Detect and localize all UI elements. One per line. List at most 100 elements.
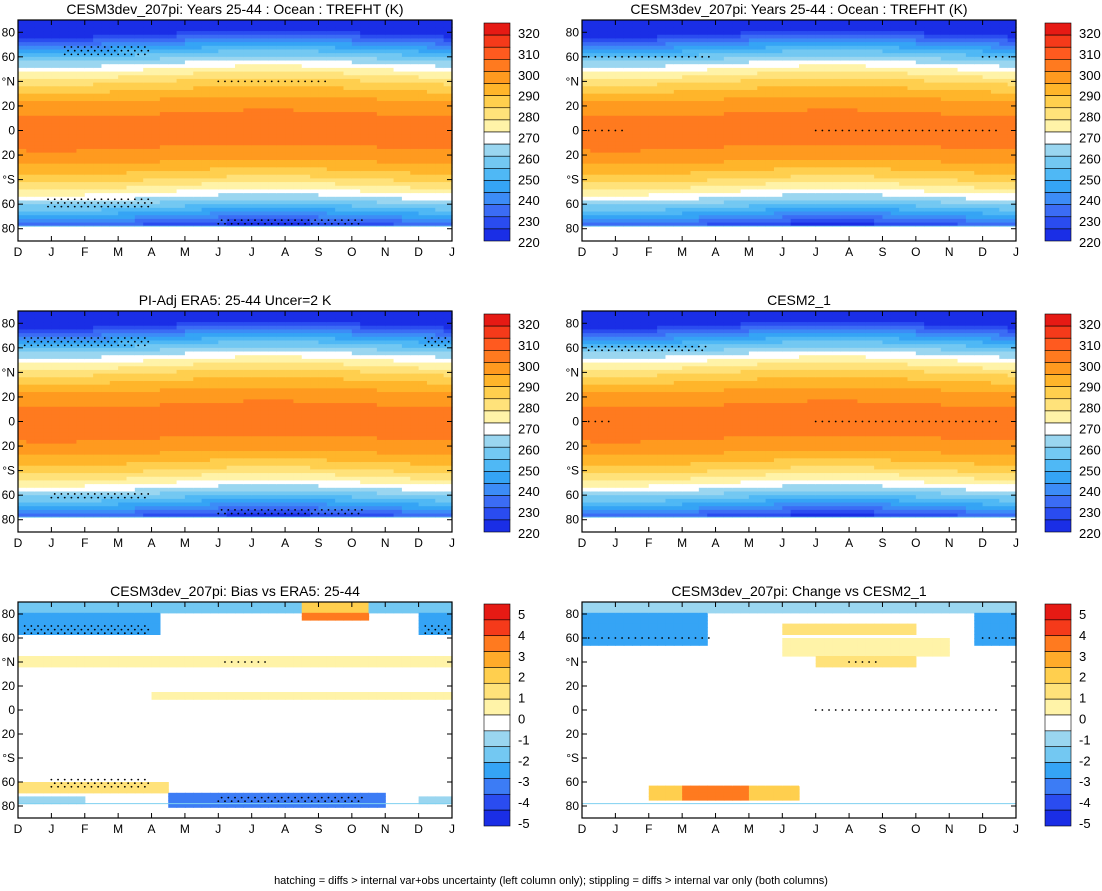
colorbar-label: 3: [518, 649, 525, 664]
x-tick-label: A: [281, 536, 289, 550]
colorbar-swatch: [483, 143, 511, 157]
panel-1-title: CESM3dev_207pi: Years 25-44 : Ocean : TR…: [66, 1, 403, 17]
colorbar-swatch: [1044, 22, 1072, 36]
colorbar-label: 250: [1079, 463, 1101, 478]
colorbar-swatch: [1044, 519, 1072, 533]
colorbar-swatch: [483, 809, 511, 827]
y-tick-label: 60: [566, 488, 580, 502]
y-tick-label: °N: [566, 655, 579, 669]
x-tick-label: O: [911, 536, 920, 550]
colorbar-swatch: [483, 325, 511, 339]
y-tick-label: 60: [2, 341, 16, 355]
colorbar-swatch: [1044, 362, 1072, 375]
colorbar-label: 240: [518, 193, 540, 208]
colorbar-swatch: [1044, 34, 1072, 48]
colorbar-swatch: [483, 95, 511, 109]
panel-2-colorbar: 320 310 300 290 280 270 260 250 240 230 220: [1044, 22, 1101, 250]
colorbar-label: 240: [518, 484, 540, 499]
colorbar-label: 5: [518, 607, 525, 622]
colorbar-label: 290: [518, 89, 540, 104]
colorbar-label: -5: [1079, 816, 1091, 831]
colorbar-swatch: [483, 168, 511, 181]
colorbar-label: 220: [518, 235, 540, 250]
colorbar-swatch: [1044, 95, 1072, 109]
x-tick-label: D: [578, 822, 587, 836]
colorbar-swatch: [1044, 350, 1072, 363]
colorbar-label: 260: [518, 442, 540, 457]
colorbar-swatch: [483, 603, 511, 621]
y-tick-label: 20: [2, 148, 16, 162]
x-tick-label: O: [347, 822, 356, 836]
y-tick-label: °S: [2, 751, 15, 765]
x-tick-label: D: [414, 536, 423, 550]
panel-3-axes: PI-Adj ERA5: 25-44 Uncer=2 K D J F M A M J J A S O N…: [2, 292, 455, 550]
colorbar-label: 280: [518, 110, 540, 125]
colorbar-label: 280: [1079, 110, 1101, 125]
x-tick-label: A: [148, 536, 156, 550]
y-tick-label: °N: [566, 365, 579, 379]
y-tick-label: 20: [2, 390, 16, 404]
colorbar-swatch: [483, 107, 511, 121]
x-tick-label: O: [347, 245, 356, 259]
colorbar-label: 240: [1079, 193, 1101, 208]
x-tick-label: M: [113, 245, 123, 259]
colorbar-label: 230: [518, 214, 540, 229]
x-tick-label: M: [744, 822, 754, 836]
colorbar-label: 290: [1079, 89, 1101, 104]
y-tick-label: 60: [566, 197, 580, 211]
x-tick-label: J: [813, 245, 819, 259]
colorbar-swatch: [483, 398, 511, 412]
x-tick-label: D: [978, 245, 987, 259]
colorbar-label: -1: [518, 732, 530, 747]
panel-2-title: CESM3dev_207pi: Years 25-44 : Ocean : TR…: [630, 1, 967, 17]
colorbar-swatch: [1044, 46, 1072, 60]
x-tick-label: O: [911, 245, 920, 259]
x-tick-label: M: [113, 822, 123, 836]
colorbar-swatch: [1044, 459, 1072, 472]
x-tick-label: D: [14, 822, 23, 836]
y-tick-label: 20: [566, 390, 580, 404]
y-tick-label: 20: [566, 727, 580, 741]
colorbar-swatch: [1044, 762, 1072, 779]
colorbar-swatch: [1044, 667, 1072, 684]
x-tick-label: M: [180, 245, 190, 259]
colorbar-swatch: [1044, 714, 1072, 732]
panel-2-axes: CESM3dev_207pi: Years 25-44 : Ocean : TR…: [566, 1, 1019, 259]
colorbar-label: 260: [1079, 151, 1101, 166]
panel-4-title: CESM2_1: [767, 292, 831, 308]
y-tick-label: 0: [572, 124, 579, 138]
x-tick-label: D: [578, 245, 587, 259]
colorbar-label: 230: [518, 505, 540, 520]
x-tick-label: J: [449, 536, 455, 550]
y-tick-label: 20: [2, 727, 16, 741]
colorbar-swatch: [483, 519, 511, 533]
y-tick-label: 80: [2, 222, 16, 236]
colorbar-swatch: [483, 350, 511, 363]
y-tick-label: 60: [2, 50, 16, 64]
colorbar-label: 0: [1079, 712, 1086, 727]
colorbar-label: 260: [518, 151, 540, 166]
panel-3-stippling: [23, 337, 450, 515]
x-tick-label: M: [744, 536, 754, 550]
colorbar-swatch: [1044, 778, 1072, 795]
colorbar-swatch: [483, 204, 511, 218]
colorbar-label: 280: [1079, 401, 1101, 416]
y-tick-label: 0: [572, 415, 579, 429]
colorbar-swatch: [1044, 446, 1072, 460]
colorbar-swatch: [1044, 483, 1072, 496]
colorbar-swatch: [1044, 168, 1072, 181]
colorbar-swatch: [483, 71, 511, 84]
colorbar-swatch: [483, 507, 511, 521]
x-tick-label: N: [945, 822, 954, 836]
y-tick-label: °S: [2, 464, 15, 478]
y-tick-label: 80: [566, 222, 580, 236]
colorbar-swatch: [483, 635, 511, 652]
x-tick-label: M: [744, 245, 754, 259]
colorbar-swatch: [1044, 434, 1072, 448]
panel-5-axes: CESM3dev_207pi: Bias vs ERA5: 25-44 D J F M A…: [2, 583, 455, 836]
x-tick-label: J: [612, 245, 618, 259]
x-tick-label: J: [48, 822, 54, 836]
colorbar-swatch: [1044, 793, 1072, 811]
colorbar-swatch: [483, 362, 511, 375]
